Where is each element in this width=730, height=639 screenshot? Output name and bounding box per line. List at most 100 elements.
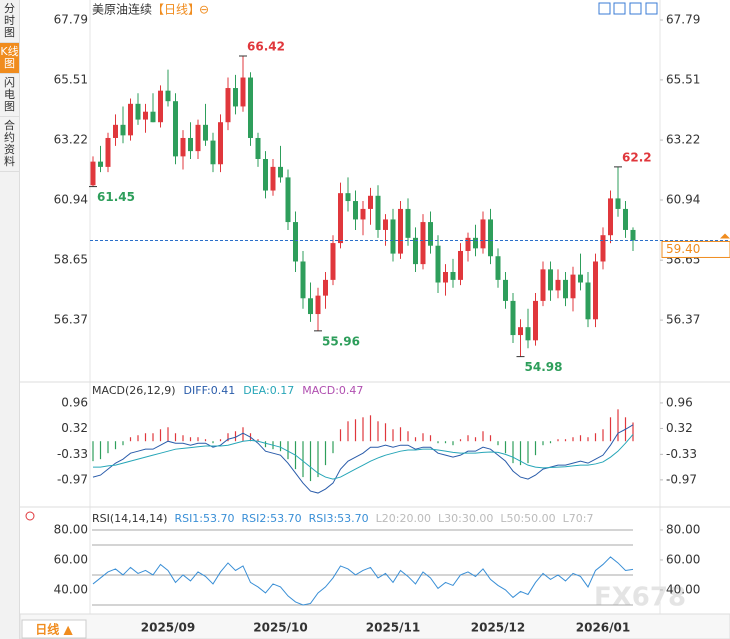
title: 美原油连续 <box>92 2 152 17</box>
title-icon[interactable]: ⊖ <box>199 3 209 17</box>
y-tick-label: 60.94 <box>666 192 700 206</box>
candle-body <box>240 77 246 107</box>
y-tick-label: 0.96 <box>61 395 88 409</box>
candle-body <box>465 237 471 251</box>
tool-icon[interactable] <box>629 2 642 15</box>
y-tick-label: 63.22 <box>666 133 700 147</box>
y-tick-label: 67.79 <box>666 12 700 26</box>
candle-body <box>188 137 193 152</box>
candle-body <box>510 300 516 336</box>
candle-body <box>338 193 343 244</box>
candle-body <box>293 222 298 262</box>
tool-icon[interactable] <box>613 2 626 15</box>
y-tick-label: 80.00 <box>666 522 700 536</box>
tool-icon[interactable] <box>598 2 611 15</box>
background <box>20 0 730 639</box>
y-tick-label: 0.96 <box>666 395 693 409</box>
candle-body <box>525 327 531 341</box>
candle-body <box>195 124 201 152</box>
candle-body <box>308 298 313 315</box>
candle-body <box>578 274 583 283</box>
last-price-label: 59.40 <box>666 242 700 256</box>
candle-body <box>375 195 381 230</box>
rsi-label: RSI2:53.70 <box>242 512 302 525</box>
candle-body <box>585 282 591 320</box>
candle-body <box>285 177 291 223</box>
y-tick-label: 80.00 <box>54 522 88 536</box>
period-tag: 【日线】 <box>152 3 200 17</box>
candle-body <box>315 295 321 315</box>
candle-body <box>330 243 336 280</box>
side-tab[interactable]: 合约资料 <box>0 117 19 172</box>
candle-body <box>473 237 478 249</box>
period-button[interactable] <box>21 619 87 639</box>
candle-body <box>398 208 403 254</box>
candle-body <box>278 166 283 178</box>
y-tick-label: 40.00 <box>54 582 88 596</box>
candle-body <box>563 279 568 299</box>
candle-body <box>443 271 448 283</box>
rsi-label: L30:30.00 <box>438 512 493 525</box>
candle-body <box>105 137 111 167</box>
candle-body <box>435 245 441 283</box>
x-tick-label: 2025/10 <box>253 621 307 635</box>
y-tick-label: 60.94 <box>54 192 88 206</box>
candle-body <box>480 219 486 249</box>
tool-icon[interactable] <box>645 2 658 15</box>
y-tick-label: 58.65 <box>54 253 88 267</box>
x-tick-label: 2026/01 <box>576 621 630 635</box>
candle-body <box>165 90 171 102</box>
candle-body <box>548 269 553 291</box>
candle-body <box>570 274 576 299</box>
settings-icon[interactable] <box>25 511 35 521</box>
side-tab[interactable]: 闪电图 <box>0 74 19 117</box>
candle-body <box>630 229 636 241</box>
y-tick-label: 67.79 <box>54 12 88 26</box>
side-tab[interactable]: K线图 <box>0 43 19 74</box>
macd-label: MACD(26,12,9) <box>92 384 176 397</box>
annotation-label: 55.96 <box>322 334 360 348</box>
candle-body <box>615 198 621 209</box>
candle-body <box>518 327 523 336</box>
candle-body <box>150 111 156 123</box>
candle-body <box>90 161 96 186</box>
macd-line <box>93 434 634 480</box>
rsi-label: RSI1:53.70 <box>174 512 234 525</box>
y-tick-label: 0.32 <box>61 421 88 435</box>
macd-label: MACD:0.47 <box>302 384 363 397</box>
candle-body <box>488 219 493 257</box>
candle-body <box>368 195 373 209</box>
candle-body <box>255 137 261 159</box>
macd-line <box>92 424 634 494</box>
rsi-label: RSI(14,14,14) <box>92 512 167 525</box>
candle-body <box>225 88 231 123</box>
y-tick-label: 56.37 <box>54 313 88 327</box>
last-price-marker <box>720 233 730 239</box>
candle-body <box>593 261 598 320</box>
candle-body <box>495 256 501 280</box>
candle-body <box>420 222 426 265</box>
candle-body <box>608 198 613 236</box>
y-tick-label: -0.33 <box>666 447 697 461</box>
candle-body <box>623 208 628 230</box>
candle-body <box>248 77 253 138</box>
period-button-label[interactable]: 日线 ▲ <box>35 622 73 637</box>
candle-body <box>143 111 148 120</box>
candle-body <box>218 122 223 165</box>
y-tick-label: -0.97 <box>666 472 697 486</box>
candle-body <box>180 137 186 157</box>
candle-body <box>533 300 538 341</box>
macd-label: DEA:0.17 <box>243 384 294 397</box>
candle-body <box>405 208 411 238</box>
candle-body <box>428 222 433 246</box>
rsi-label: L70:7 <box>563 512 594 525</box>
x-tick-label: 2025/11 <box>366 621 420 635</box>
annotation-label: 61.45 <box>97 190 135 204</box>
side-tab[interactable]: 分时图 <box>0 0 19 43</box>
candle-body <box>158 90 163 123</box>
candle-body <box>128 103 133 136</box>
y-tick-label: -0.97 <box>57 472 88 486</box>
candle-body <box>345 193 351 202</box>
